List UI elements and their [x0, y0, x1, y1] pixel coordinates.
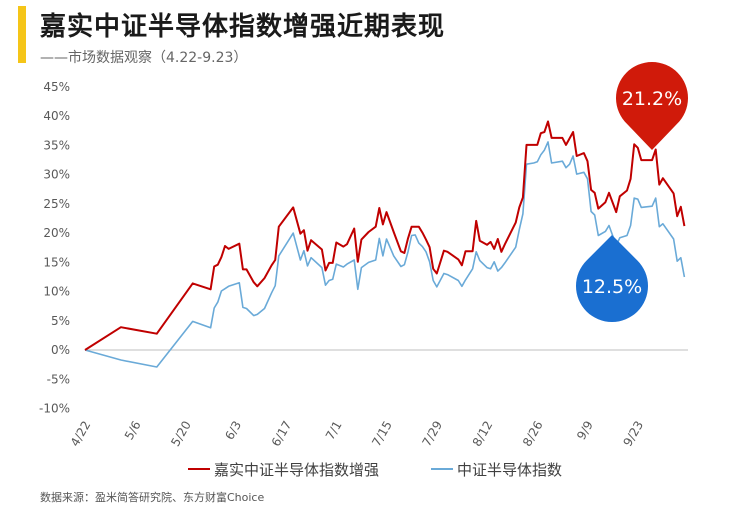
y-tick-label: 40% — [43, 109, 70, 123]
y-tick-label: 45% — [43, 80, 70, 94]
x-tick-label: 7/15 — [369, 419, 395, 449]
page-subtitle: ——市场数据观察（4.22-9.23） — [40, 50, 248, 66]
x-tick-label: 8/26 — [520, 419, 546, 449]
x-tick-label: 5/6 — [122, 419, 144, 443]
x-tick-label: 7/1 — [323, 419, 345, 443]
x-tick-label: 9/23 — [621, 419, 647, 449]
callout-index-shape — [576, 235, 648, 323]
x-tick-label: 6/3 — [222, 419, 244, 443]
y-tick-label: 15% — [43, 255, 70, 269]
accent-bar — [18, 6, 26, 63]
x-tick-label: 6/17 — [269, 419, 295, 449]
callout-index-label: 12.5% — [582, 276, 642, 298]
data-source: 数据来源：盈米简答研究院、东方财富Choice — [40, 491, 265, 504]
x-tick-label: 7/29 — [420, 419, 446, 449]
x-tick-label: 9/9 — [574, 419, 596, 443]
y-tick-label: 0% — [51, 343, 70, 357]
callout-enhanced: 21.2% — [616, 62, 688, 150]
y-tick-label: -10% — [39, 402, 70, 416]
series-line-enhanced — [84, 120, 686, 351]
y-tick-label: 5% — [51, 314, 70, 328]
callout-enhanced-shape — [616, 62, 688, 150]
callout-index: 12.5% — [576, 235, 648, 323]
x-tick-label: 8/12 — [470, 419, 496, 449]
y-tick-label: 10% — [43, 285, 70, 299]
y-tick-label: 25% — [43, 197, 70, 211]
x-tick-label: 5/20 — [168, 419, 194, 449]
legend-item-enhanced: 嘉实中证半导体指数增强 — [214, 461, 379, 479]
y-tick-label: 20% — [43, 226, 70, 240]
y-tick-label: -5% — [47, 372, 70, 386]
callout-enhanced-label: 21.2% — [622, 88, 682, 110]
y-tick-label: 35% — [43, 138, 70, 152]
series-line-index — [84, 141, 686, 368]
x-tick-label: 4/22 — [68, 419, 94, 449]
legend-item-index: 中证半导体指数 — [457, 461, 562, 479]
page-title: 嘉实中证半导体指数增强近期表现 — [40, 12, 446, 42]
y-tick-label: 30% — [43, 168, 70, 182]
